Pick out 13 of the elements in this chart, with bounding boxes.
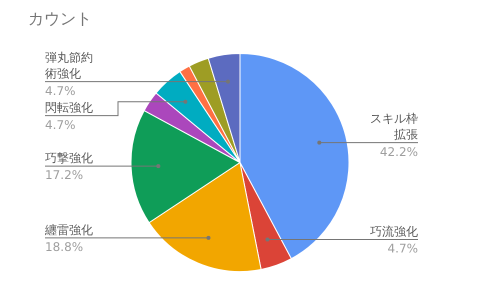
data-label: 17.2% <box>45 168 84 182</box>
data-label: 4.7% <box>45 118 76 132</box>
slice-label: 纏雷強化 <box>44 222 93 237</box>
data-label: 18.8% <box>45 240 84 254</box>
data-label: 42.2% <box>380 144 418 159</box>
slice-label: 巧流強化 <box>370 224 418 239</box>
slice-label: 巧撃強化 <box>45 151 93 166</box>
slice-label: 閃転強化 <box>45 100 93 115</box>
slice-label: スキル枠拡張 <box>370 112 418 142</box>
data-label: 4.7% <box>45 84 76 98</box>
chart-title: カウント <box>28 9 92 30</box>
data-label: 4.7% <box>388 242 418 256</box>
slice-label: 弾丸節約術強化 <box>45 50 93 81</box>
